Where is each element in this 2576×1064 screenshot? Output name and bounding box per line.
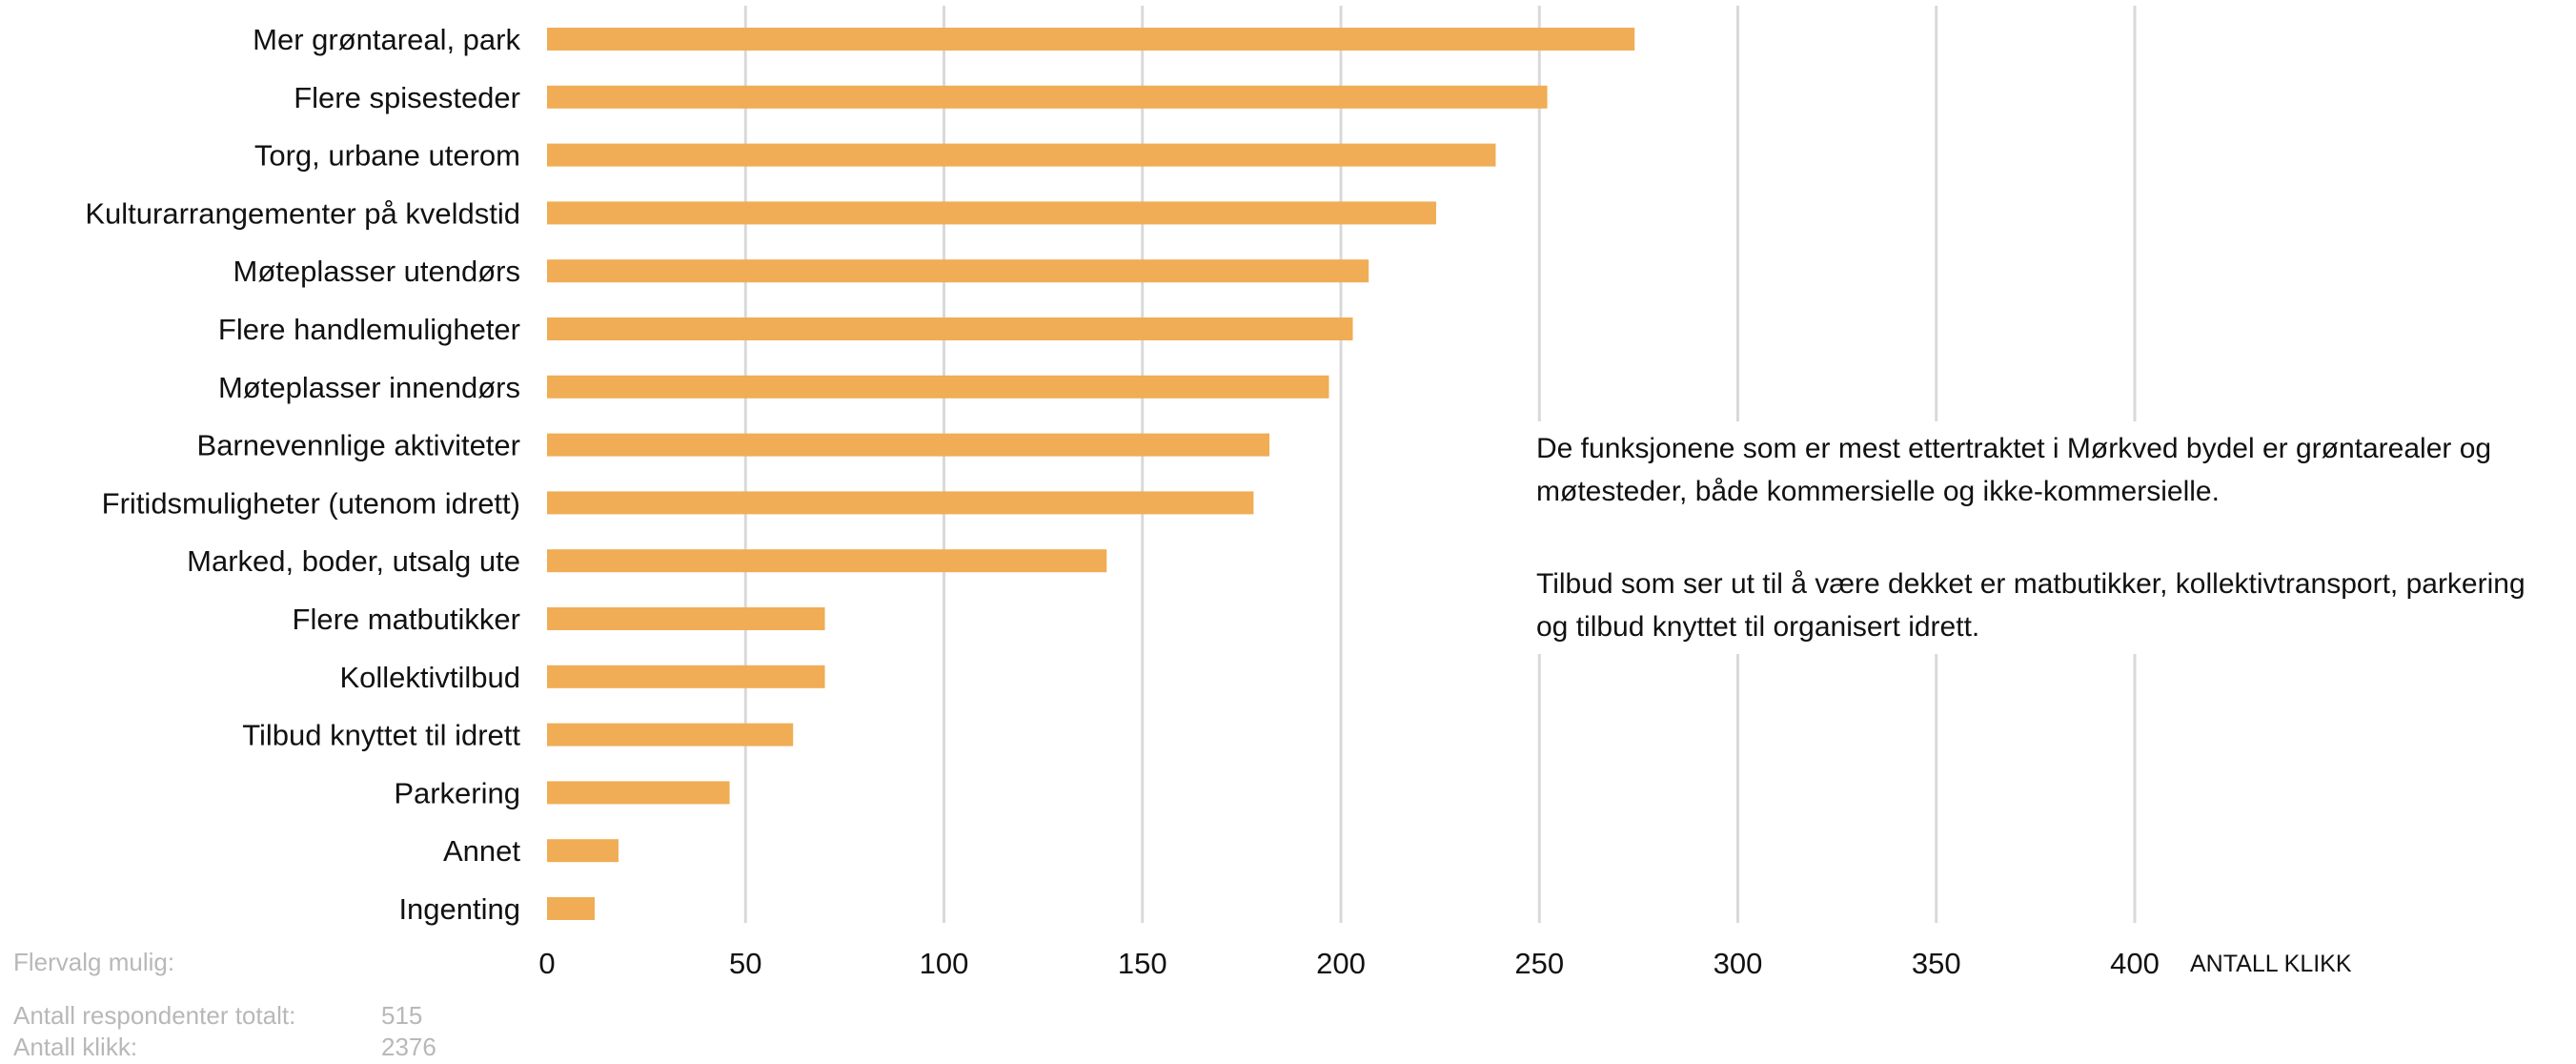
respondents-value: 515	[381, 1001, 423, 1030]
category-label: Mer grøntareal, park	[253, 23, 520, 56]
x-tick-label: 150	[1118, 947, 1167, 980]
x-tick-label: 350	[1912, 947, 1961, 980]
category-label: Fritidsmuligheter (utenom idrett)	[102, 486, 520, 520]
category-label: Annet	[443, 834, 520, 868]
clicks-label: Antall klikk:	[13, 1033, 138, 1061]
bar	[547, 201, 1436, 225]
bar	[547, 375, 1329, 399]
annotation-paragraph-1: De funksjonene som er mest ettertraktet …	[1536, 433, 2492, 507]
category-label: Torg, urbane uterom	[254, 139, 520, 173]
x-axis-unit-label: ANTALL KLIKK	[2190, 951, 2352, 977]
bar	[547, 839, 619, 863]
category-label: Barnevennlige aktiviteter	[197, 429, 520, 462]
category-label: Møteplasser utendørs	[233, 255, 521, 288]
category-label: Tilbud knyttet til idrett	[242, 719, 520, 752]
bar	[547, 85, 1548, 109]
bar	[547, 781, 730, 805]
bar	[547, 549, 1107, 573]
annotation-paragraph-2: Tilbud som ser ut til å være dekket er m…	[1536, 568, 2525, 643]
category-label: Kollektivtilbud	[339, 661, 520, 694]
bar	[547, 897, 595, 920]
category-label: Flere spisesteder	[294, 81, 520, 114]
x-tick-label: 100	[920, 947, 969, 980]
bar	[547, 491, 1254, 515]
x-tick-label: 400	[2110, 947, 2160, 980]
bar	[547, 433, 1270, 457]
bar	[547, 28, 1635, 51]
category-label: Møteplasser innendørs	[218, 371, 520, 404]
x-tick-label: 50	[729, 947, 761, 980]
multi-choice-label: Flervalg mulig:	[13, 948, 175, 976]
bar	[547, 143, 1496, 167]
category-label: Kulturarrangementer på kveldstid	[85, 196, 520, 230]
x-tick-label: 300	[1714, 947, 1763, 980]
category-label: Marked, boder, utsalg ute	[187, 544, 520, 578]
bars	[547, 28, 1635, 920]
bar	[547, 317, 1353, 340]
x-tick-label: 250	[1514, 947, 1564, 980]
bar	[547, 607, 825, 630]
category-label: Ingenting	[398, 892, 520, 926]
bar	[547, 665, 825, 688]
category-label: Flere handlemuligheter	[218, 313, 520, 346]
chart-annotation: De funksjonene som er mest ettertraktet …	[1536, 421, 2556, 654]
bar	[547, 723, 794, 747]
x-tick-label: 200	[1316, 947, 1366, 980]
x-tick-label: 0	[538, 947, 555, 980]
x-axis-ticks: 0 50 100 150 200 250 300 350 400	[538, 947, 2159, 980]
category-label: Parkering	[394, 776, 520, 809]
category-label: Flere matbutikker	[293, 603, 520, 636]
category-labels: Mer grøntareal, park Flere spisesteder Tor…	[85, 23, 520, 926]
clicks-value: 2376	[381, 1033, 436, 1061]
bar	[547, 259, 1369, 283]
respondents-label: Antall respondenter totalt:	[13, 1001, 296, 1030]
